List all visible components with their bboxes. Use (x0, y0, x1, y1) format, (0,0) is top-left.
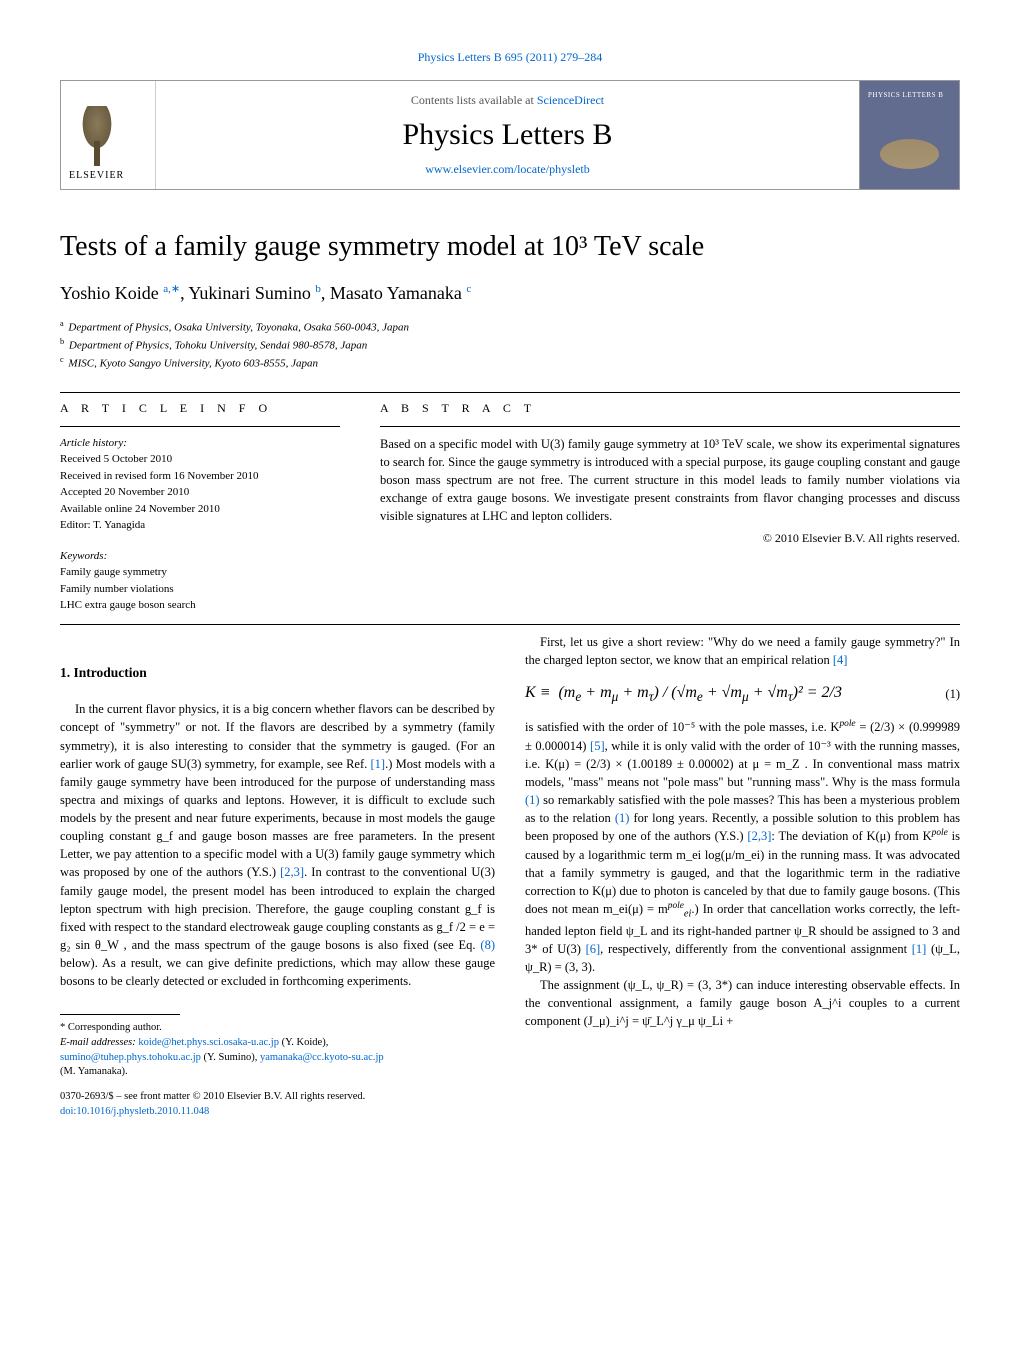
p1b: .) Most models with a family gauge symme… (60, 757, 495, 880)
eq1-body: K ≡ (me + mμ + mτ) / (√me + √mμ + √mτ)² … (525, 681, 945, 707)
authors: Yoshio Koide a,∗, Yukinari Sumino b, Mas… (60, 282, 960, 304)
email-2[interactable]: sumino@tuhep.phys.tohoku.ac.jp (60, 1052, 201, 1063)
corr-text: Corresponding author. (68, 1022, 162, 1033)
equation-1: K ≡ (me + mμ + mτ) / (√me + √mμ + √mτ)² … (525, 681, 960, 707)
top-citation: Physics Letters B 695 (2011) 279–284 (60, 50, 960, 65)
rp2a: is satisfied with the order of 10⁻⁵ with… (525, 721, 839, 735)
keyword-1: Family gauge symmetry (60, 564, 340, 581)
divider-bottom (60, 624, 960, 625)
author-1: Yoshio Koide (60, 283, 159, 303)
section-1-heading: 1. Introduction (60, 663, 495, 683)
keywords: Keywords: Family gauge symmetry Family n… (60, 548, 340, 614)
pole-sup-3: pole (668, 901, 684, 911)
author-3-aff[interactable]: c (466, 283, 471, 295)
abstract-label: A B S T R A C T (380, 401, 960, 416)
elsevier-logo: ELSEVIER (69, 106, 124, 181)
history-editor: Editor: T. Yanagida (60, 517, 340, 534)
citation-link[interactable]: Physics Letters B 695 (2011) 279–284 (418, 50, 603, 64)
abstract-copyright: © 2010 Elsevier B.V. All rights reserved… (380, 531, 960, 546)
ref-4[interactable]: [4] (833, 653, 848, 667)
publisher-logo-area: ELSEVIER (61, 81, 156, 189)
journal-header: ELSEVIER Contents lists available at Sci… (60, 80, 960, 190)
email-label: E-mail addresses: (60, 1037, 136, 1048)
article-info-column: A R T I C L E I N F O Article history: R… (60, 401, 340, 614)
corresponding-author: * Corresponding author. (60, 1021, 495, 1036)
divider-info (60, 426, 340, 427)
sciencedirect-link[interactable]: ScienceDirect (537, 93, 604, 107)
bottom-meta: 0370-2693/$ – see front matter © 2010 El… (60, 1090, 495, 1119)
affiliation-c: MISC, Kyoto Sangyo University, Kyoto 603… (68, 357, 318, 369)
intro-paragraph-1: In the current flavor physics, it is a b… (60, 700, 495, 990)
affiliation-a: Department of Physics, Osaka University,… (68, 321, 409, 333)
ref-1b[interactable]: [1] (912, 942, 927, 956)
rp2i: , respectively, differently from the con… (600, 942, 912, 956)
journal-title: Physics Letters B (166, 118, 849, 152)
journal-cover-thumb (859, 81, 959, 189)
history-revised: Received in revised form 16 November 201… (60, 468, 340, 485)
keyword-3: LHC extra gauge boson search (60, 597, 340, 614)
email-3[interactable]: yamanaka@cc.kyoto-su.ac.jp (260, 1052, 384, 1063)
author-2: Yukinari Sumino (188, 283, 311, 303)
right-paragraph-3: The assignment (ψ_L, ψ_R) = (3, 3*) can … (525, 976, 960, 1030)
info-abstract-row: A R T I C L E I N F O Article history: R… (60, 401, 960, 614)
journal-url-link[interactable]: www.elsevier.com/locate/physletb (425, 162, 590, 176)
pole-sup-2: pole (932, 828, 948, 838)
ref-23b[interactable]: [2,3] (747, 830, 771, 844)
keywords-label: Keywords: (60, 548, 340, 565)
affiliation-b: Department of Physics, Tohoku University… (69, 339, 367, 351)
footnotes: * Corresponding author. E-mail addresses… (60, 1021, 495, 1080)
article-history: Article history: Received 5 October 2010… (60, 435, 340, 534)
author-3: Masato Yamanaka (330, 283, 462, 303)
footnote-separator (60, 1014, 180, 1015)
author-1-aff[interactable]: a,∗ (163, 283, 180, 295)
pole-sup-1: pole (839, 719, 855, 729)
header-center: Contents lists available at ScienceDirec… (156, 81, 859, 189)
contents-list: Contents lists available at ScienceDirec… (166, 93, 849, 108)
ref-eq1-1[interactable]: (1) (525, 793, 540, 807)
email-addresses: E-mail addresses: koide@het.phys.sci.osa… (60, 1036, 495, 1080)
ref-23[interactable]: [2,3] (280, 865, 304, 879)
body-text: 1. Introduction In the current flavor ph… (60, 633, 960, 1120)
journal-url: www.elsevier.com/locate/physletb (166, 162, 849, 177)
abstract-text: Based on a specific model with U(3) fami… (380, 435, 960, 526)
right-paragraph-2: is satisfied with the order of 10⁻⁵ with… (525, 718, 960, 976)
rp2f: : The deviation of K(μ) from K (771, 830, 931, 844)
email-1-name: (Y. Koide), (279, 1037, 328, 1048)
ref-1[interactable]: [1] (371, 757, 386, 771)
author-2-aff[interactable]: b (315, 283, 321, 295)
ref-eq1-2[interactable]: (1) (615, 811, 630, 825)
ref-6[interactable]: [6] (586, 942, 601, 956)
rp1a: First, let us give a short review: "Why … (525, 635, 960, 667)
front-matter: 0370-2693/$ – see front matter © 2010 El… (60, 1090, 495, 1105)
article-info-label: A R T I C L E I N F O (60, 401, 340, 416)
divider-abstract (380, 426, 960, 427)
history-accepted: Accepted 20 November 2010 (60, 484, 340, 501)
ref-eq8[interactable]: (8) (480, 938, 495, 952)
email-1[interactable]: koide@het.phys.sci.osaka-u.ac.jp (138, 1037, 279, 1048)
right-paragraph-1: First, let us give a short review: "Why … (525, 633, 960, 669)
elsevier-text: ELSEVIER (69, 170, 124, 181)
email-3-name: (M. Yamanaka). (60, 1066, 128, 1077)
doi-link[interactable]: doi:10.1016/j.physletb.2010.11.048 (60, 1106, 209, 1117)
email-2-name: (Y. Sumino), (201, 1052, 260, 1063)
eq1-number: (1) (945, 685, 960, 703)
history-received: Received 5 October 2010 (60, 451, 340, 468)
abstract-column: A B S T R A C T Based on a specific mode… (380, 401, 960, 614)
contents-prefix: Contents lists available at (411, 93, 537, 107)
p1d: below). As a result, we can give definit… (60, 956, 495, 988)
ref-5[interactable]: [5] (590, 739, 605, 753)
history-online: Available online 24 November 2010 (60, 501, 340, 518)
history-label: Article history: (60, 435, 340, 452)
elsevier-tree-icon (72, 106, 122, 166)
keyword-2: Family number violations (60, 581, 340, 598)
divider-top (60, 392, 960, 393)
article-title: Tests of a family gauge symmetry model a… (60, 230, 960, 264)
affiliations: a Department of Physics, Osaka Universit… (60, 318, 960, 372)
